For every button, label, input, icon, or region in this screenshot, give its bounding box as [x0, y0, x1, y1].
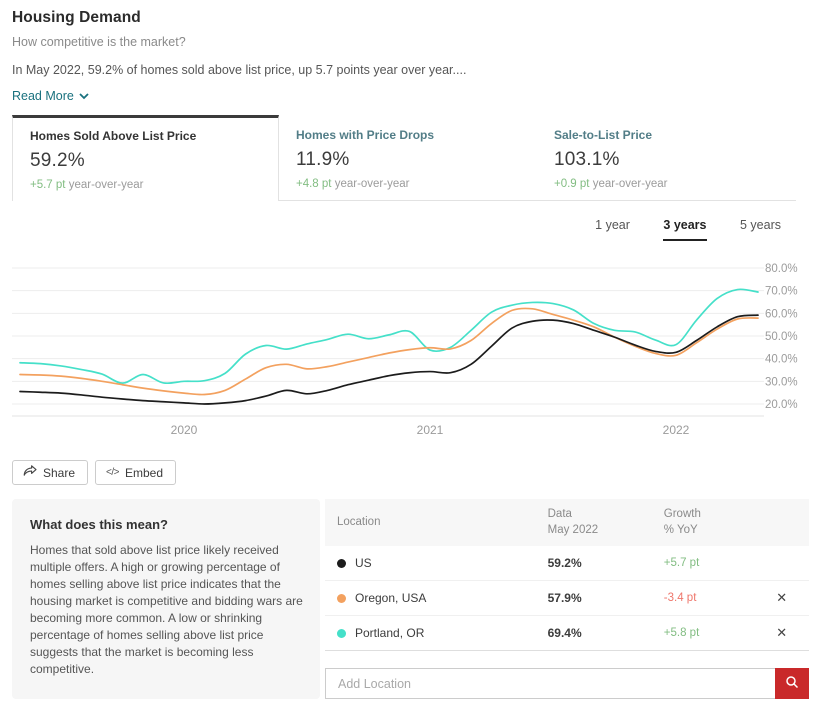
- tab-value: 59.2%: [30, 150, 85, 171]
- tab-sale-to-list-price[interactable]: Sale-to-List Price 103.1% +0.9 pt year-o…: [537, 115, 796, 201]
- table-row-us: US 59.2% +5.7 pt: [325, 546, 809, 582]
- code-icon: </>: [106, 467, 119, 478]
- oregon-series-dot: [337, 594, 346, 604]
- chart-canvas[interactable]: 80.0% 70.0% 60.0% 50.0% 40.0% 30.0% 20.0% 2020 2…: [12, 254, 809, 444]
- portland-series-dot: [337, 629, 346, 639]
- us-series-dot: [337, 559, 346, 569]
- tab-label: Homes Sold Above List Price: [30, 129, 197, 143]
- tab-value: 11.9%: [296, 149, 350, 170]
- svg-text:50.0%: 50.0%: [765, 331, 798, 343]
- svg-text:30.0%: 30.0%: [765, 376, 798, 388]
- locations-table: Location Data May 2022 Growth% YoY US 59.…: [325, 499, 809, 652]
- location-growth: +5.7 pt: [663, 546, 771, 582]
- chevron-down-icon: [79, 89, 89, 103]
- svg-text:2022: 2022: [663, 423, 690, 437]
- metric-tabs: Homes Sold Above List Price 59.2% +5.7 p…: [12, 115, 809, 201]
- tab-change-delta: +4.8 pt: [296, 178, 332, 190]
- locations-panel: Location Data May 2022 Growth% YoY US 59.…: [325, 499, 809, 700]
- svg-text:60.0%: 60.0%: [765, 308, 798, 320]
- range-option-5-years[interactable]: 5 years: [740, 218, 781, 232]
- svg-text:2021: 2021: [417, 423, 444, 437]
- page-subtitle: How competitive is the market?: [12, 35, 186, 49]
- remove-portland-button[interactable]: ✕: [770, 626, 793, 639]
- embed-button[interactable]: </> Embed: [95, 460, 177, 485]
- tab-change: +4.8 pt year-over-year: [296, 178, 521, 190]
- table-header-row: Location Data May 2022 Growth% YoY: [325, 499, 809, 547]
- location-label: US: [355, 556, 372, 571]
- read-more-label: Read More: [12, 89, 74, 103]
- search-icon: [785, 675, 799, 692]
- page-title: Housing Demand: [12, 9, 141, 26]
- range-option-3-years[interactable]: 3 years: [663, 218, 707, 241]
- remove-oregon-button[interactable]: ✕: [770, 591, 793, 604]
- embed-label: Embed: [125, 465, 164, 480]
- tab-change-delta: +5.7 pt: [30, 179, 66, 191]
- table-row-oregon: Oregon, USA 57.9% -3.4 pt ✕: [325, 580, 809, 617]
- location-label: Portland, OR: [355, 626, 425, 641]
- svg-text:20.0%: 20.0%: [765, 399, 798, 411]
- share-button[interactable]: Share: [12, 460, 89, 485]
- column-header-growth: Growth% YoY: [663, 499, 771, 547]
- tab-value: 103.1%: [554, 149, 620, 170]
- tab-label: Sale-to-List Price: [554, 128, 653, 142]
- location-value: 69.4%: [547, 615, 664, 652]
- add-location-input[interactable]: [325, 668, 775, 700]
- tab-homes-sold-above-list-price[interactable]: Homes Sold Above List Price 59.2% +5.7 p…: [12, 115, 279, 201]
- explainer-box: What does this mean? Homes that sold abo…: [12, 499, 320, 700]
- location-value: 59.2%: [547, 546, 664, 582]
- location-value: 57.9%: [547, 580, 664, 617]
- svg-text:40.0%: 40.0%: [765, 354, 798, 366]
- range-option-1-year[interactable]: 1 year: [595, 218, 630, 232]
- line-chart: 80.0% 70.0% 60.0% 50.0% 40.0% 30.0% 20.0% 2020 2…: [12, 254, 809, 444]
- tab-change-suffix: year-over-year: [331, 178, 410, 190]
- location-growth: +5.8 pt: [663, 615, 771, 652]
- time-range-selector: 1 year 3 years 5 years: [12, 218, 781, 241]
- add-location-bar: [325, 668, 809, 700]
- share-icon: [23, 465, 37, 480]
- location-search-button[interactable]: [775, 668, 809, 700]
- tab-homes-with-price-drops[interactable]: Homes with Price Drops 11.9% +4.8 pt yea…: [279, 115, 537, 201]
- location-label: Oregon, USA: [355, 591, 427, 606]
- column-header-location: Location: [325, 499, 548, 547]
- share-label: Share: [43, 465, 76, 480]
- location-growth: -3.4 pt: [663, 580, 771, 617]
- summary-text: In May 2022, 59.2% of homes sold above l…: [12, 63, 467, 77]
- tab-change-delta: +0.9 pt: [554, 178, 590, 190]
- column-header-data: Data May 2022: [547, 499, 664, 547]
- explainer-title: What does this mean?: [30, 517, 168, 532]
- svg-text:70.0%: 70.0%: [765, 286, 798, 298]
- tab-change: +5.7 pt year-over-year: [30, 179, 262, 191]
- read-more-link[interactable]: Read More: [12, 89, 89, 103]
- svg-text:80.0%: 80.0%: [765, 263, 798, 275]
- explainer-body: Homes that sold above list price likely …: [30, 543, 303, 677]
- chart-actions: Share </> Embed: [12, 460, 809, 485]
- tab-change: +0.9 pt year-over-year: [554, 178, 780, 190]
- svg-text:2020: 2020: [171, 423, 198, 437]
- table-row-portland: Portland, OR 69.4% +5.8 pt ✕: [325, 615, 809, 652]
- tab-change-suffix: year-over-year: [589, 178, 668, 190]
- bottom-section: What does this mean? Homes that sold abo…: [12, 499, 809, 700]
- tab-label: Homes with Price Drops: [296, 128, 435, 142]
- column-header-remove: [770, 499, 809, 547]
- tab-change-suffix: year-over-year: [65, 179, 144, 191]
